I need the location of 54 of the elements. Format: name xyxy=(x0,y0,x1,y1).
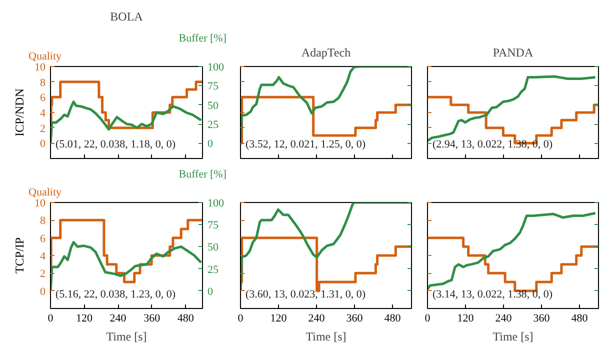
y-tick-label: 8 xyxy=(40,215,46,228)
x-tick-label: 0 xyxy=(48,312,54,324)
x-tick-label: 360 xyxy=(144,312,161,324)
x-tick-label: 360 xyxy=(346,312,364,324)
x-tick-label: 480 xyxy=(177,312,194,324)
annotation: (3.60, 13, 0.023, 1.31, 0, 0) xyxy=(246,288,366,300)
y2-tick-label: 100 xyxy=(208,198,224,210)
x-tick-label: 360 xyxy=(533,312,550,324)
chart-title: PANDA xyxy=(492,46,534,60)
x-tick-label: 120 xyxy=(457,312,474,324)
y2-tick-label: 25 xyxy=(208,119,219,131)
y2-tick-label: 25 xyxy=(208,264,219,276)
x-tick-label: 0 xyxy=(238,312,244,324)
x-tick-label: 240 xyxy=(110,312,127,324)
chart-title: BOLA xyxy=(110,10,144,24)
y-tick-label: 4 xyxy=(40,108,46,120)
y-tick-label: 10 xyxy=(34,198,46,210)
y-tick-label: 8 xyxy=(40,76,46,89)
y-tick-label: 2 xyxy=(40,268,46,280)
annotation: (3.14, 13, 0.022, 1.38, 0, 0) xyxy=(432,288,553,300)
x-axis-title: Time [s] xyxy=(306,330,346,344)
y2-tick-label: 50 xyxy=(208,100,219,112)
y-tick-label: 10 xyxy=(34,62,46,74)
x-tick-label: 120 xyxy=(270,312,288,324)
x-tick-label: 0 xyxy=(424,312,431,324)
chart-title: AdapTech xyxy=(301,46,351,60)
x-axis-title: Time [s] xyxy=(492,330,534,344)
x-tick-label: 480 xyxy=(384,312,402,324)
y-tick-label: 6 xyxy=(40,92,46,104)
y2-tick-label: 0 xyxy=(208,286,214,298)
y2-tick-label: 75 xyxy=(208,220,219,232)
y2-tick-label: 100 xyxy=(208,62,224,74)
y-axis-title: TCP/IP xyxy=(12,237,26,274)
y2-tick-label: 75 xyxy=(208,80,219,93)
annotation: (3.52, 12, 0.021, 1.25, 0, 0) xyxy=(246,138,366,150)
x-tick-label: 120 xyxy=(76,312,94,324)
y-tick-label: 4 xyxy=(40,250,46,262)
text: Buffer [%] xyxy=(178,168,226,180)
y-axis-title: ICP/NDN xyxy=(12,88,26,137)
y2-tick-label: 0 xyxy=(208,138,214,150)
y-tick-label: 2 xyxy=(40,122,46,135)
y-tick-label: 0 xyxy=(40,286,46,298)
text: Buffer [%] xyxy=(178,32,226,44)
y2-tick-label: 50 xyxy=(208,242,219,254)
x-tick-label: 240 xyxy=(495,312,512,324)
x-axis-title: Time [s] xyxy=(106,330,147,344)
x-tick-label: 240 xyxy=(308,312,326,324)
series-label: Quality xyxy=(28,186,62,198)
annotation: (5.01, 22, 0.038, 1.18, 0, 0) xyxy=(56,138,176,150)
y-tick-label: 6 xyxy=(40,232,46,245)
annotation: (5.16, 22, 0.038, 1.23, 0, 0) xyxy=(56,288,176,300)
x-tick-label: 480 xyxy=(571,312,588,324)
series-label: Quality xyxy=(28,50,62,62)
y-tick-label: 0 xyxy=(40,138,46,150)
